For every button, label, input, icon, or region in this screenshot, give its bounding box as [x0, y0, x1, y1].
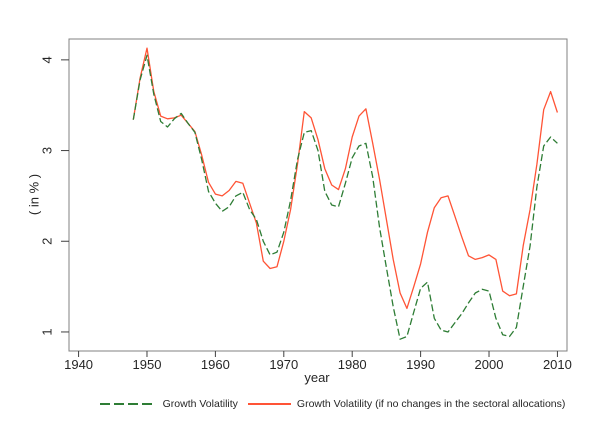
y-axis-tick-label: 4 [40, 56, 55, 63]
x-axis-tick-label: 1950 [133, 357, 162, 372]
legend-label-counterfactual: Growth Volatility (if no changes in the … [296, 398, 566, 410]
legend-solid-line-sample [247, 403, 291, 405]
y-axis-tick-label: 1 [40, 328, 55, 335]
legend-dashed-line-sample [99, 403, 156, 405]
x-axis-tick-label: 1960 [201, 357, 230, 372]
x-axis-tick-label: 1980 [338, 357, 367, 372]
x-axis-tick-label: 1940 [64, 357, 93, 372]
y-axis-tick-label: 2 [40, 238, 55, 245]
x-axis-tick-label: 1990 [406, 357, 435, 372]
legend: Growth Volatility Growth Volatility (if … [0, 395, 600, 413]
legend-label-growth-volatility: Growth Volatility [162, 398, 238, 410]
counterfactual-volatility-line [132, 47, 559, 310]
x-axis-tick-label: 1970 [269, 357, 298, 372]
x-axis-tick-label: 2010 [543, 357, 572, 372]
y-axis-tick-label: 3 [40, 147, 55, 154]
plot-border [68, 38, 568, 352]
x-axis-tick-label: 2000 [475, 357, 504, 372]
y-axis-title: ( in % ) [26, 173, 42, 216]
x-axis-title: year [304, 370, 330, 385]
growth-volatility-line [132, 54, 558, 340]
